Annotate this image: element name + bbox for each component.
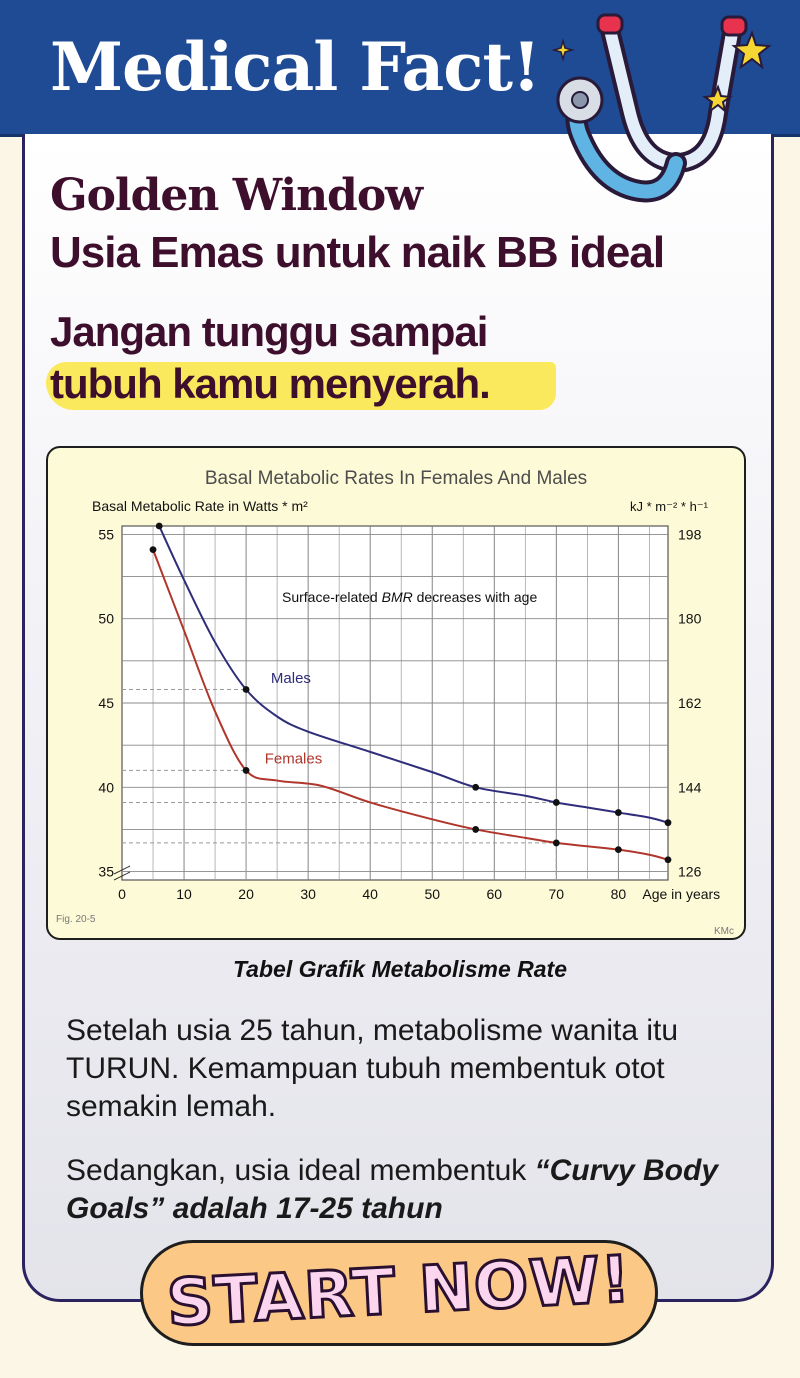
y-tick-label-right: 126 bbox=[678, 864, 702, 880]
x-tick-label: 70 bbox=[549, 886, 565, 902]
body-paragraph-1: Setelah usia 25 tahun, metabolisme wanit… bbox=[66, 1014, 679, 1123]
y-tick-label-right: 144 bbox=[678, 779, 702, 795]
y-tick-label-right: 162 bbox=[678, 695, 702, 711]
tagline: Jangan tunggu sampai tubuh kamu menyerah… bbox=[50, 306, 491, 410]
headline-subtitle: Usia Emas untuk naik BB ideal bbox=[50, 228, 665, 277]
para2-emphasis: “Curvy Body Goals” adalah 17-25 tahun bbox=[66, 1154, 719, 1225]
data-point-females bbox=[552, 839, 560, 847]
tagline-line2: tubuh kamu menyerah. bbox=[50, 360, 491, 407]
data-point-females bbox=[664, 856, 672, 864]
chart-annotation: Surface-related BMR decreases with age bbox=[282, 589, 537, 605]
data-point-males bbox=[614, 809, 622, 816]
y-tick-label: 50 bbox=[98, 611, 114, 627]
axis-break-mark bbox=[113, 871, 131, 881]
figure-number: Fig. 20-5 bbox=[56, 914, 96, 925]
x-tick-label: 80 bbox=[611, 886, 627, 902]
axis-break-mark bbox=[113, 865, 131, 875]
data-point-females bbox=[242, 767, 250, 774]
data-point-females bbox=[149, 546, 157, 553]
y-tick-label: 35 bbox=[98, 864, 114, 880]
data-point-females bbox=[614, 846, 622, 854]
x-tick-label: 0 bbox=[118, 886, 126, 902]
y-tick-label-right: 198 bbox=[678, 526, 702, 542]
tagline-line1: Jangan tunggu sampai bbox=[50, 308, 488, 355]
header-banner: Medical Fact! bbox=[0, 0, 800, 137]
start-now-label: START NOW! bbox=[164, 1241, 635, 1342]
body-paragraph-2: Sedangkan, usia ideal membentuk “Curvy B… bbox=[66, 1152, 746, 1228]
y-axis-label-right: kJ * m⁻² * h⁻¹ bbox=[630, 499, 709, 514]
bmr-chart: Basal Metabolic Rates In Females And Mal… bbox=[46, 446, 746, 940]
annotation-prefix: Surface-related bbox=[282, 589, 382, 605]
y-tick-label: 45 bbox=[98, 695, 114, 711]
data-point-males bbox=[664, 819, 672, 827]
series-label-males: Males bbox=[271, 670, 311, 687]
series-label-females: Females bbox=[265, 751, 323, 768]
x-tick-label: 30 bbox=[300, 886, 316, 902]
y-tick-label-right: 180 bbox=[678, 611, 702, 627]
header-title: Medical Fact! bbox=[50, 28, 541, 106]
x-axis-label: Age in years bbox=[642, 886, 720, 902]
highlight-marker bbox=[46, 362, 556, 410]
x-tick-label: 20 bbox=[238, 886, 254, 902]
series-line-females bbox=[152, 549, 669, 861]
headline-golden-window: Golden Window bbox=[50, 170, 423, 221]
y-axis-label: Basal Metabolic Rate in Watts * m² bbox=[92, 498, 308, 514]
stethoscope-icon bbox=[551, 13, 772, 203]
annotation-suffix: decreases with age bbox=[413, 589, 538, 605]
x-tick-label: 60 bbox=[486, 886, 502, 902]
data-point-males bbox=[552, 799, 560, 806]
figure-credit: KMc bbox=[714, 926, 734, 937]
data-point-males bbox=[242, 686, 250, 693]
start-now-button[interactable]: START NOW! bbox=[140, 1240, 658, 1346]
y-tick-label: 55 bbox=[98, 526, 114, 542]
annotation-bmr: BMR bbox=[382, 589, 413, 605]
x-tick-label: 50 bbox=[424, 886, 440, 902]
para2-text: Sedangkan, usia ideal membentuk bbox=[66, 1154, 535, 1187]
data-point-males bbox=[155, 522, 163, 530]
bmr-chart-svg: Basal Metabolic Rates In Females And Mal… bbox=[56, 468, 734, 937]
x-tick-label: 10 bbox=[176, 886, 192, 902]
data-point-females bbox=[472, 826, 480, 833]
x-tick-label: 40 bbox=[362, 886, 378, 902]
chart-title: Basal Metabolic Rates In Females And Mal… bbox=[205, 468, 587, 489]
chart-caption: Tabel Grafik Metabolisme Rate bbox=[232, 956, 568, 982]
series-line-males bbox=[158, 525, 669, 824]
data-point-males bbox=[472, 783, 480, 791]
y-tick-label: 40 bbox=[98, 779, 114, 795]
